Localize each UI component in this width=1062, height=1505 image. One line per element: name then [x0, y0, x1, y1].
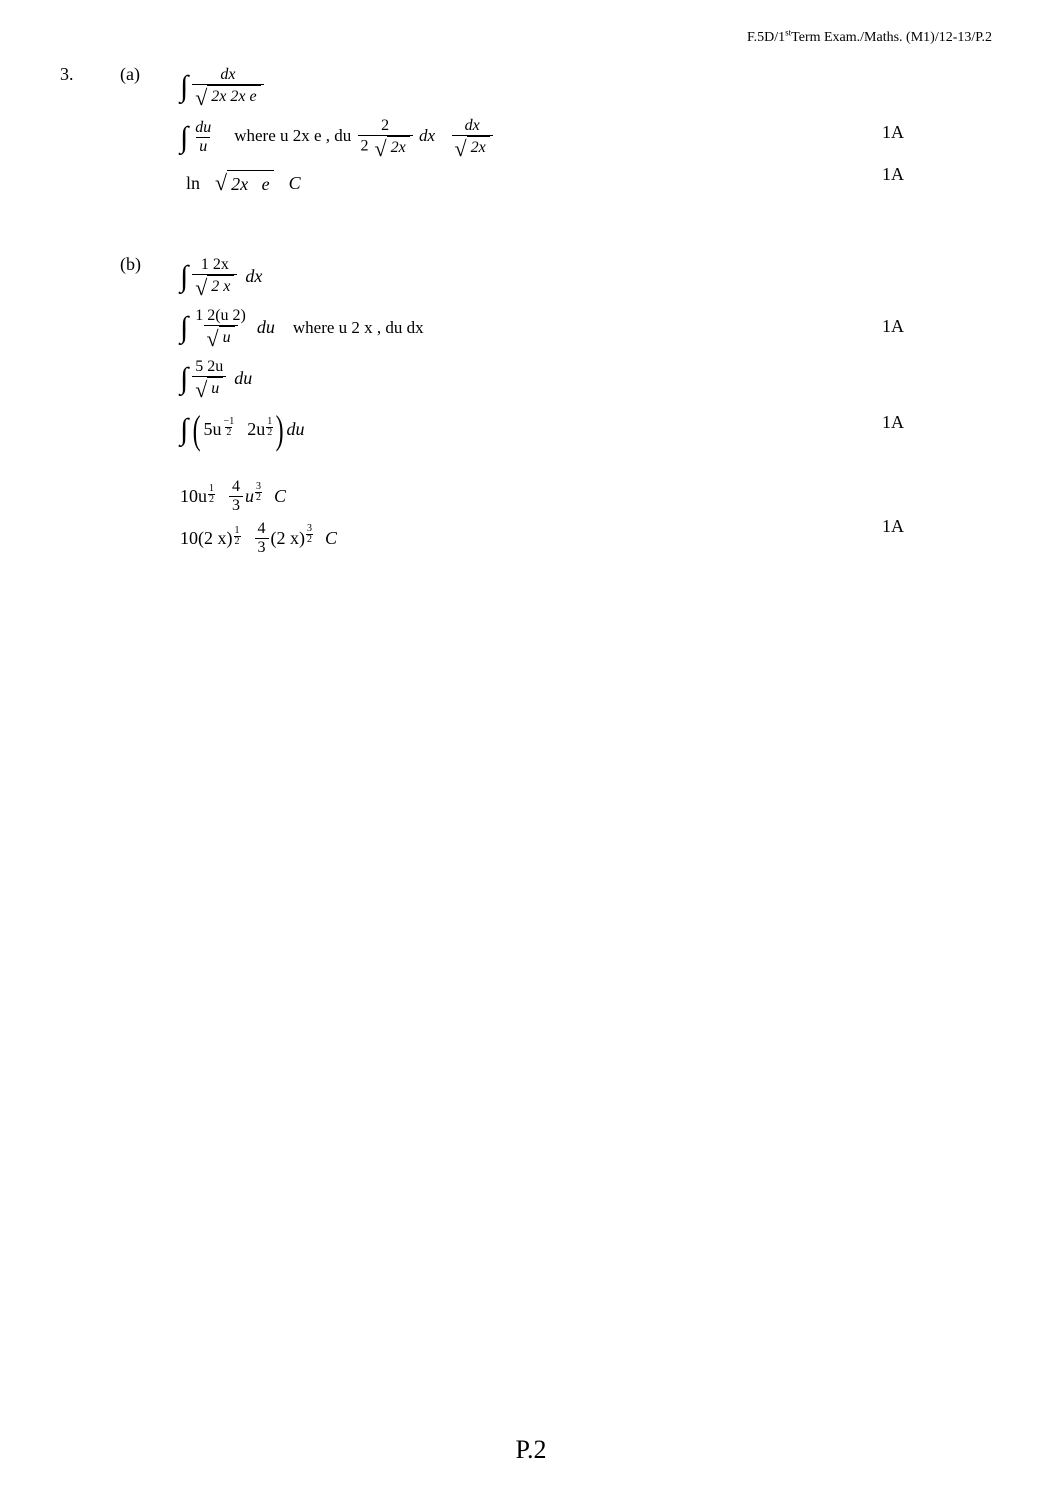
a-frac1-num: dx: [217, 66, 238, 84]
a-result: ln √2x e C: [186, 170, 301, 199]
b6-frac: 4 3: [255, 520, 269, 556]
part-a-math: ∫ dx √2x 2x e ∫ du u where u 2x e , du: [180, 58, 862, 208]
b6-t1: 10(2 x)12: [180, 525, 241, 552]
part-b-label: (b): [120, 248, 180, 275]
integral-icon: ∫: [180, 115, 188, 160]
integral-icon: ∫: [180, 407, 188, 452]
b-frac1: 1 2x √2 x: [192, 256, 237, 297]
b-frac1-den: √2 x: [192, 274, 237, 297]
a-frac1: dx √2x 2x e: [192, 66, 263, 107]
a-frac3: dx √2x: [452, 117, 493, 158]
a-line1: ∫ dx √2x 2x e: [180, 64, 862, 109]
b-line3: ∫ 5 2u √u du: [180, 356, 862, 401]
b-line6: 10(2 x)12 4 3 (2 x)32 C: [180, 520, 862, 556]
mark-a2: 1A: [882, 156, 1002, 192]
b-line2: ∫ 1 2(u 2) √u du where u 2 x , du dx: [180, 305, 862, 350]
part-b-math: ∫ 1 2x √2 x dx ∫ 1 2(u 2) √u: [180, 248, 862, 562]
page-header: F.5D/1stTerm Exam./Maths. (M1)/12-13/P.2: [60, 30, 1002, 46]
exp-3-2: 32: [306, 524, 313, 545]
b-line5: 10u12 4 3 u32 C: [180, 478, 862, 514]
b-frac2-den: √u: [204, 325, 238, 348]
integral-icon: ∫: [180, 254, 188, 299]
b-term2: 2u12: [247, 416, 273, 443]
a-frac2: 2 2√2x: [358, 117, 413, 158]
left-bracket-icon: (: [193, 410, 201, 450]
part-a-label: (a): [120, 58, 180, 85]
page-number: P.2: [0, 1435, 1062, 1465]
mark-b1: 1A: [882, 308, 1002, 344]
b-frac3-den: √u: [192, 376, 226, 399]
b-frac2: 1 2(u 2) √u: [192, 307, 249, 348]
a-line2: ∫ du u where u 2x e , du 2 2√2x dx: [180, 115, 862, 160]
mark-a1: 1A: [882, 114, 1002, 150]
b-where: where u 2 x , du dx: [293, 315, 424, 341]
a-where: where u 2x e , du 2 2√2x dx dx √2x: [234, 117, 495, 158]
b-frac3: 5 2u √u: [192, 358, 226, 399]
exp-half: 12: [208, 484, 215, 505]
a-frac1-den: √2x 2x e: [192, 84, 263, 107]
marks-col-b: 1A 1A 1A: [862, 248, 1002, 550]
header-suffix: Term Exam./Maths. (M1)/12-13/P.2: [791, 30, 992, 45]
b5-frac: 4 3: [229, 478, 243, 514]
a-frac-du-u: du u: [192, 119, 214, 155]
mark-b2: 1A: [882, 404, 1002, 440]
b-term1: 5u−12: [204, 416, 236, 443]
integral-icon: ∫: [180, 64, 188, 109]
exp-neg-half: −12: [223, 417, 236, 438]
exp-half: 12: [234, 526, 241, 547]
b5-t1: 10u12: [180, 483, 215, 510]
exp-half: 12: [266, 417, 273, 438]
question-number: 3.: [60, 58, 120, 85]
marks-col-a: 1A 1A: [862, 58, 1002, 198]
a-frac3-den: √2x: [452, 135, 493, 158]
header-prefix: F.5D/1: [747, 30, 785, 45]
integral-icon: ∫: [180, 356, 188, 401]
integral-icon: ∫: [180, 305, 188, 350]
a-line3: ln √2x e C: [180, 166, 862, 202]
b-line1: ∫ 1 2x √2 x dx: [180, 254, 862, 299]
exp-3-2: 32: [255, 482, 262, 503]
mark-b3: 1A: [882, 508, 1002, 544]
right-bracket-icon: ): [276, 410, 284, 450]
question-row-a: 3. (a) ∫ dx √2x 2x e ∫ du u whe: [60, 58, 1002, 208]
b-line4: ∫ ( 5u−12 2u12 ) du: [180, 407, 862, 452]
a-frac2-den: 2√2x: [358, 135, 413, 158]
question-row-b: (b) ∫ 1 2x √2 x dx ∫ 1 2(u 2) √u: [60, 248, 1002, 562]
